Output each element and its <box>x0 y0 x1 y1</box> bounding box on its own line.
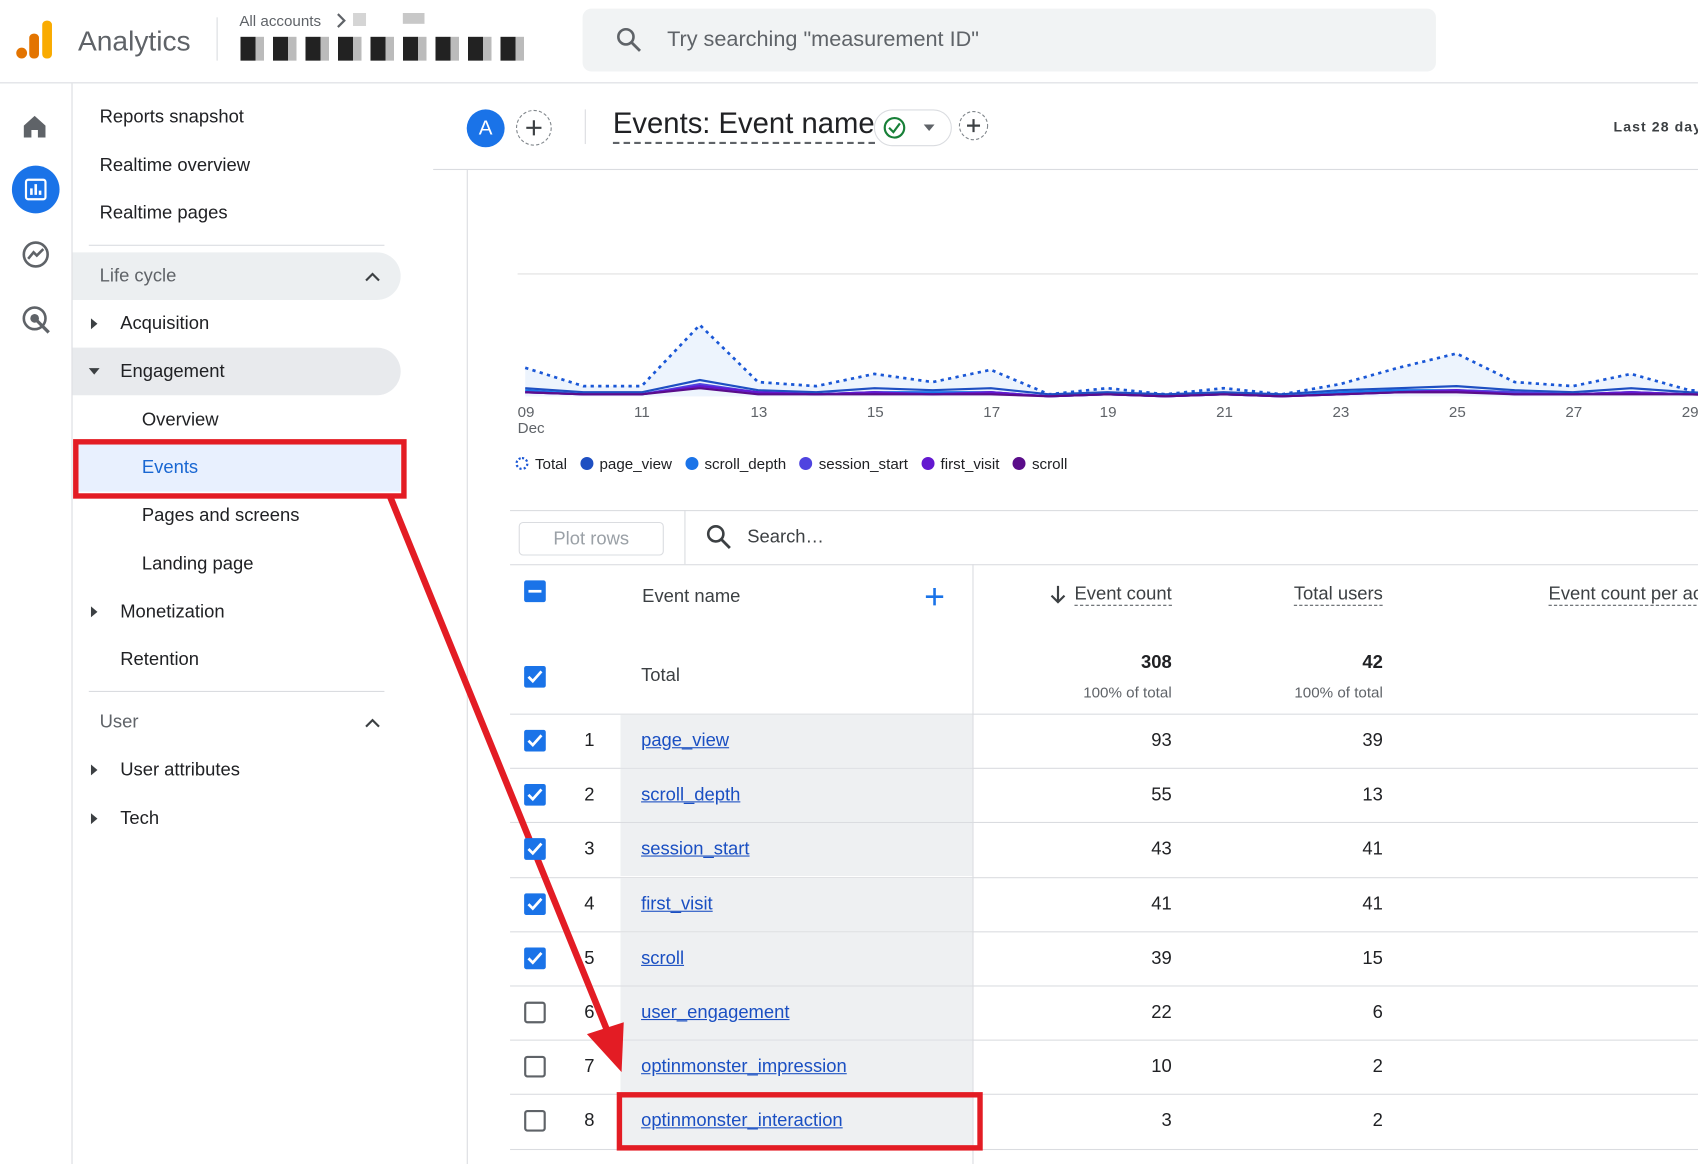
sort-arrow <box>1049 585 1066 604</box>
expand-arrow <box>88 605 101 618</box>
collapse-icon <box>364 270 381 283</box>
checkbox[interactable] <box>523 665 547 689</box>
checkbox[interactable] <box>523 1055 547 1079</box>
add-dimension <box>925 587 944 606</box>
checkbox[interactable] <box>523 892 547 916</box>
expand-arrow <box>88 812 101 825</box>
checkbox[interactable] <box>523 838 547 862</box>
checkbox[interactable] <box>523 1109 547 1133</box>
checkbox[interactable] <box>523 729 547 753</box>
expand-arrow <box>88 365 101 378</box>
expand-arrow <box>88 764 101 777</box>
checkbox[interactable] <box>523 783 547 807</box>
expand-arrow <box>88 317 101 330</box>
checkbox[interactable] <box>523 946 547 970</box>
checkbox[interactable] <box>523 1001 547 1025</box>
search-icon <box>706 524 732 550</box>
checkbox[interactable] <box>523 579 547 603</box>
collapse-icon <box>364 716 381 729</box>
